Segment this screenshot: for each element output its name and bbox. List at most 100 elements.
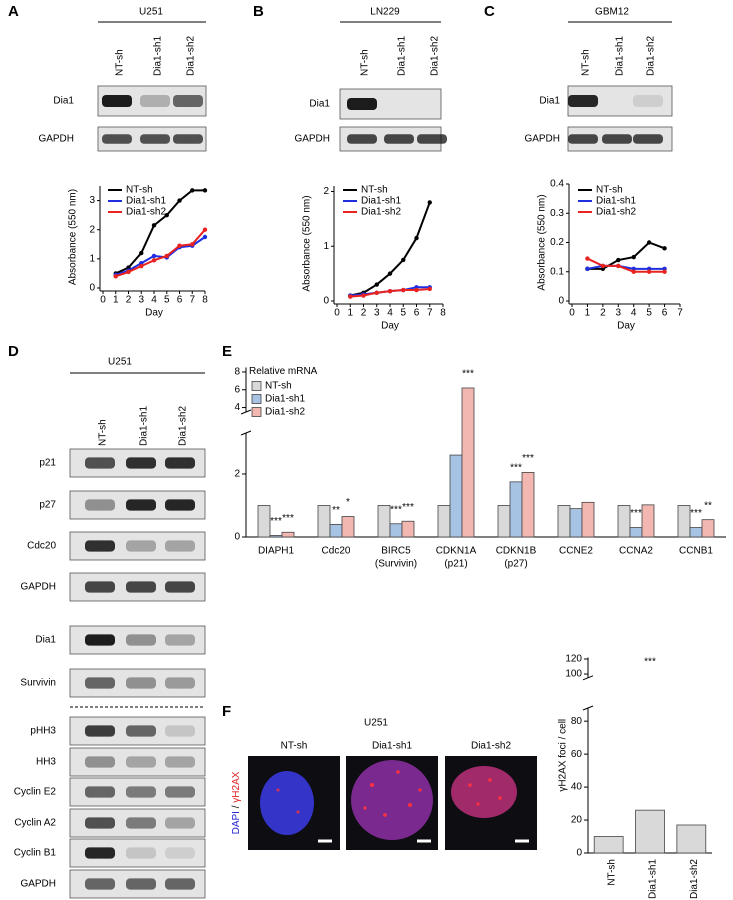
significance: *** bbox=[282, 513, 294, 524]
point bbox=[190, 188, 195, 193]
x-tick-label: 8 bbox=[440, 308, 446, 319]
x-tick-label: 7 bbox=[189, 295, 195, 306]
lane-label: Dia1-sh1 bbox=[139, 406, 150, 446]
bar bbox=[329, 523, 343, 538]
bar bbox=[437, 505, 451, 538]
x-tick-label: 5 bbox=[400, 308, 406, 319]
blot-row-label: Dia1 bbox=[53, 96, 74, 107]
blot-band bbox=[126, 581, 156, 593]
bar bbox=[317, 505, 331, 538]
y-tick-label: 0 bbox=[558, 296, 564, 307]
blot-band bbox=[126, 786, 156, 798]
legend-label: NT-sh bbox=[596, 185, 623, 196]
significance: * bbox=[346, 497, 350, 508]
x-tick-label: 8 bbox=[202, 295, 208, 306]
lane-label: Dia1-sh1 bbox=[397, 36, 408, 76]
blot-band bbox=[165, 499, 195, 511]
x-tick-label: 0 bbox=[334, 308, 340, 319]
blot-band bbox=[165, 847, 195, 859]
bar bbox=[701, 519, 715, 538]
bar bbox=[461, 387, 475, 538]
y-axis-label: Absorbance (550 nm) bbox=[302, 195, 313, 291]
blot-title: U251 bbox=[108, 357, 132, 368]
blot-band bbox=[126, 457, 156, 469]
blot-band bbox=[85, 540, 115, 552]
significance: ** bbox=[332, 505, 340, 516]
legend-label: Dia1-sh1 bbox=[361, 196, 401, 207]
focus bbox=[370, 783, 374, 787]
point bbox=[190, 242, 195, 247]
bar bbox=[389, 523, 403, 538]
blot-band bbox=[633, 134, 663, 144]
bar bbox=[677, 505, 691, 538]
point bbox=[631, 269, 636, 274]
blot-row-label: p27 bbox=[39, 500, 56, 511]
blot-band bbox=[165, 725, 195, 737]
significance: *** bbox=[630, 508, 642, 519]
blot-band bbox=[102, 134, 132, 144]
blot-band bbox=[140, 95, 170, 107]
point bbox=[177, 198, 182, 203]
x-tick-label: CCNE2 bbox=[559, 546, 593, 557]
panel-label: F bbox=[222, 703, 231, 720]
point bbox=[387, 271, 393, 276]
point bbox=[164, 212, 169, 218]
blot-band bbox=[126, 847, 156, 859]
y-tick-label: 6 bbox=[234, 384, 240, 395]
y-tick-label: 0 bbox=[234, 532, 240, 543]
y-tick-label: 0 bbox=[89, 283, 95, 294]
point bbox=[139, 250, 144, 256]
point bbox=[151, 253, 157, 259]
bar bbox=[569, 508, 583, 538]
point bbox=[374, 290, 379, 295]
x-tick-label: Dia1-sh2 bbox=[689, 859, 700, 899]
point bbox=[616, 263, 621, 269]
image-lane-label: Dia1-sh2 bbox=[471, 741, 511, 752]
y-tick-label: 100 bbox=[565, 669, 582, 680]
point bbox=[361, 293, 366, 298]
y-tick-label: 3 bbox=[89, 195, 95, 206]
x-tick-label: CCNA2 bbox=[619, 546, 653, 557]
blot-band bbox=[102, 95, 132, 107]
panel-label: C bbox=[484, 3, 495, 20]
x-tick-label: NT-sh bbox=[606, 859, 617, 886]
blot-band bbox=[347, 98, 377, 110]
x-tick-label: 1 bbox=[347, 308, 353, 319]
x-axis-label: Day bbox=[381, 321, 399, 332]
bar bbox=[676, 824, 707, 854]
significance: *** bbox=[402, 502, 414, 513]
point bbox=[631, 254, 636, 260]
x-tick-label: 5 bbox=[646, 308, 652, 319]
legend-label: NT-sh bbox=[126, 185, 153, 196]
lane-label: Dia1-sh2 bbox=[186, 36, 197, 76]
panel-label: B bbox=[253, 3, 264, 20]
y-tick-label: 40 bbox=[571, 782, 583, 793]
blot-band bbox=[165, 540, 195, 552]
nucleus bbox=[351, 760, 433, 840]
panel-label: D bbox=[8, 343, 19, 360]
blot-band bbox=[85, 878, 115, 890]
x-axis-label: Day bbox=[617, 321, 635, 332]
point bbox=[414, 235, 419, 241]
bar bbox=[449, 454, 463, 538]
image-lane-label: NT-sh bbox=[281, 741, 308, 752]
blot-band bbox=[126, 817, 156, 829]
point bbox=[401, 287, 406, 293]
image-lane-label: Dia1-sh1 bbox=[372, 741, 412, 752]
blot-title: U251 bbox=[139, 7, 163, 18]
blot-band bbox=[126, 677, 156, 689]
point bbox=[401, 257, 406, 263]
blot-band bbox=[85, 847, 115, 859]
blot-band bbox=[126, 878, 156, 890]
point bbox=[585, 266, 590, 272]
focus bbox=[488, 778, 492, 782]
bar bbox=[341, 516, 355, 538]
blot-strip bbox=[69, 747, 206, 777]
bar bbox=[641, 504, 655, 538]
point bbox=[414, 287, 419, 293]
lane-label: Dia1-sh2 bbox=[646, 36, 657, 76]
x-tick-label: 2 bbox=[361, 308, 367, 319]
point bbox=[616, 257, 621, 263]
axis-break bbox=[582, 675, 594, 681]
focus bbox=[498, 796, 502, 800]
